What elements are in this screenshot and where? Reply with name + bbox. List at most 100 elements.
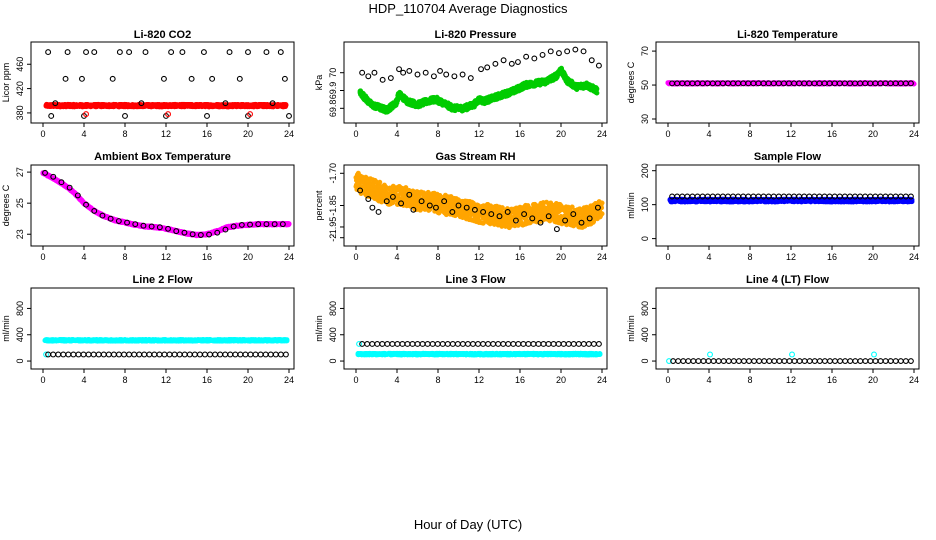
x-tick-label: 16 — [827, 129, 837, 139]
data-point — [594, 86, 600, 92]
panel-title: Li-820 CO2 — [134, 29, 191, 41]
data-point — [188, 75, 195, 82]
data-point — [588, 57, 595, 64]
data-point — [359, 69, 366, 76]
y-tick-label: 30 — [640, 114, 650, 124]
panel-title: Li-820 Pressure — [435, 29, 517, 41]
x-tick-label: 12 — [786, 129, 796, 139]
y-axis-label: percent — [314, 190, 324, 221]
y-axis-label: degrees C — [1, 184, 11, 226]
data-point — [200, 49, 207, 56]
data-point — [78, 75, 85, 82]
x-tick-label: 24 — [284, 252, 294, 262]
data-point — [396, 66, 402, 73]
data-point — [523, 53, 530, 60]
data-point — [168, 49, 175, 56]
x-tick-label: 20 — [868, 129, 878, 139]
data-point — [379, 76, 386, 83]
data-point — [365, 73, 372, 80]
data-point — [564, 48, 571, 55]
x-tick-label: 8 — [435, 129, 440, 139]
y-tick-label: 27 — [15, 167, 25, 177]
data-point — [209, 75, 216, 82]
data-point — [500, 57, 507, 64]
data-point — [514, 59, 521, 65]
y-tick-label: 69.8 — [328, 100, 338, 118]
y-tick-label: -2 — [328, 234, 338, 242]
data-point — [45, 49, 52, 56]
x-tick-label: 4 — [394, 129, 399, 139]
data-point — [371, 69, 378, 76]
data-point — [236, 75, 243, 82]
data-point — [179, 49, 186, 56]
data-point — [142, 49, 149, 56]
x-tick-label: 0 — [353, 129, 358, 139]
data-point — [387, 75, 394, 81]
data-point — [531, 55, 538, 62]
y-tick-label: 70 — [640, 46, 650, 56]
panel-title: Ambient Box Temperature — [94, 151, 231, 163]
data-point — [443, 71, 450, 78]
plot-frame — [30, 41, 295, 124]
x-tick-label: 4 — [394, 252, 399, 262]
x-tick-label: 12 — [474, 252, 484, 262]
x-tick-label: 24 — [909, 129, 919, 139]
data-point — [62, 75, 69, 82]
y-tick-label: 23 — [15, 229, 25, 239]
data-point — [377, 179, 383, 185]
x-tick-label: 20 — [556, 252, 566, 262]
x-tick-label: 20 — [243, 252, 253, 262]
y-tick-label: 70 — [328, 68, 338, 78]
x-tick-label: 16 — [202, 252, 212, 262]
data-point — [83, 49, 90, 56]
data-point — [555, 50, 562, 57]
data-point — [508, 60, 515, 67]
data-point — [161, 75, 167, 82]
data-point — [484, 64, 491, 71]
data-point — [547, 48, 554, 55]
plot-frame — [30, 164, 295, 247]
x-tick-label: 0 — [665, 129, 670, 139]
data-point — [226, 49, 233, 56]
x-tick-label: 20 — [556, 129, 566, 139]
x-tick-label: 8 — [122, 129, 127, 139]
data-point — [263, 49, 270, 56]
x-tick-label: 4 — [706, 129, 711, 139]
data-point — [48, 113, 55, 119]
data-point — [459, 71, 466, 78]
x-tick-label: 0 — [40, 252, 45, 262]
data-point — [451, 73, 458, 80]
y-tick-label: 460 — [15, 57, 25, 72]
data-point — [430, 73, 437, 80]
x-tick-label: 8 — [122, 252, 127, 262]
data-series — [43, 101, 289, 110]
y-axis-label: kPa — [314, 75, 324, 91]
x-tick-label: 16 — [202, 129, 212, 139]
data-point — [467, 75, 474, 81]
data-point — [109, 75, 116, 82]
y-tick-label: 50 — [640, 80, 650, 90]
data-point — [286, 113, 292, 119]
x-tick-label: 16 — [515, 252, 525, 262]
data-point — [277, 49, 284, 56]
data-point — [595, 62, 602, 69]
data-series — [353, 170, 605, 231]
x-tick-label: 12 — [161, 129, 171, 139]
y-axis-label: degrees C — [626, 61, 636, 103]
y-tick-label: -1.70 — [328, 163, 338, 184]
x-tick-label: 12 — [161, 252, 171, 262]
data-point — [572, 46, 579, 53]
x-tick-label: 24 — [284, 129, 294, 139]
x-tick-label: 0 — [353, 252, 358, 262]
x-tick-label: 16 — [515, 129, 525, 139]
x-tick-label: 8 — [435, 252, 440, 262]
data-point — [116, 49, 123, 56]
data-point — [126, 49, 133, 56]
x-tick-label: 4 — [81, 129, 86, 139]
y-tick-label: 25 — [15, 198, 25, 208]
